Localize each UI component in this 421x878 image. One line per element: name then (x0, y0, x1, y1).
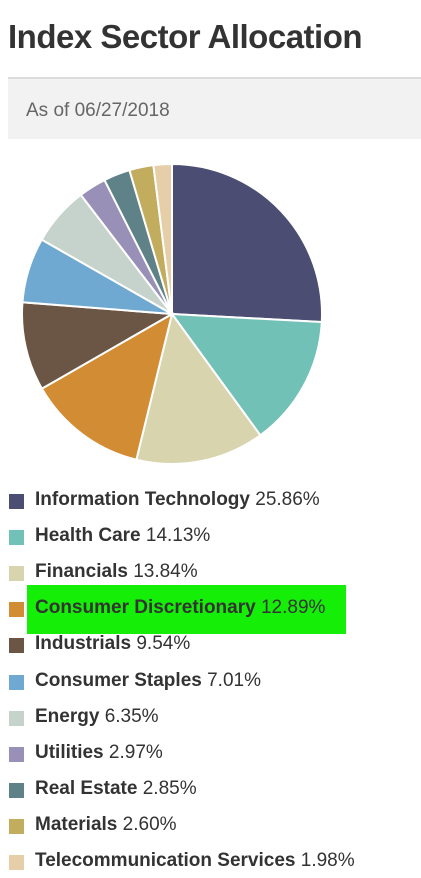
legend-label: Financials 13.84% (35, 561, 198, 583)
legend-item: Energy 6.35% (0, 703, 421, 733)
legend-label: Materials 2.60% (35, 814, 177, 836)
legend-swatch (9, 710, 24, 726)
legend-sector-name: Financials (35, 561, 128, 583)
legend-swatch (9, 674, 24, 690)
legend-sector-percent: 6.35% (99, 705, 159, 727)
legend-label: Real Estate 2.85% (35, 778, 197, 800)
legend-item: Industrials 9.54% (0, 630, 421, 660)
legend-swatch (9, 782, 24, 798)
legend-highlight (27, 585, 346, 634)
legend-label: Industrials 9.54% (35, 633, 190, 655)
legend-sector-name: Telecommunication Services (35, 850, 296, 871)
pie-slice-financials (135, 311, 262, 465)
pie-slice-health-care (169, 312, 323, 437)
legend-sector-name: Consumer Staples (35, 669, 202, 691)
legend-label: Health Care 14.13% (35, 525, 210, 547)
legend-swatch (9, 818, 24, 834)
legend-item: Information Technology 25.86% (0, 486, 421, 516)
pie-slice-telecommunication-services (152, 162, 173, 315)
legend-sector-name: Consumer Discretionary (35, 597, 256, 619)
legend-swatch (9, 566, 24, 582)
legend-sector-name: Utilities (35, 741, 104, 763)
legend-item: Financials 13.84% (0, 558, 421, 588)
legend-swatch (9, 602, 24, 618)
legend-sector-percent: 12.89% (255, 597, 326, 619)
sector-pie-chart (21, 162, 323, 465)
legend-sector-percent: 25.86% (249, 489, 320, 510)
legend-swatch (9, 638, 24, 654)
legend-sector-name: Information Technology (35, 489, 250, 510)
legend-item: Consumer Discretionary 12.89% (0, 594, 421, 624)
legend-sector-percent: 2.85% (137, 777, 197, 799)
legend-sector-name: Energy (35, 705, 100, 727)
legend-item: Telecommunication Services 1.98% (0, 847, 421, 877)
legend-item: Consumer Staples 7.01% (0, 667, 421, 697)
legend-swatch (9, 530, 24, 546)
legend-sector-percent: 14.13% (140, 525, 211, 547)
legend-label: Telecommunication Services 1.98% (35, 850, 355, 872)
legend-sector-percent: 2.60% (117, 813, 177, 835)
legend-sector-name: Industrials (35, 633, 132, 655)
legend-sector-percent: 7.01% (201, 669, 261, 691)
pie-slice-information-technology (171, 162, 323, 324)
page-title: Index Sector Allocation (8, 18, 363, 55)
legend-sector-name: Materials (35, 813, 118, 835)
legend-sector-percent: 2.97% (103, 741, 163, 763)
legend-sector-percent: 13.84% (127, 561, 198, 583)
legend-label: Utilities 2.97% (35, 742, 163, 764)
legend-label: Energy 6.35% (35, 706, 159, 728)
pie-slice-industrials (21, 301, 176, 391)
legend-swatch (9, 746, 24, 762)
legend-label: Consumer Discretionary 12.89% (35, 597, 325, 619)
legend-item: Materials 2.60% (0, 811, 421, 841)
as-of-date: As of 06/27/2018 (26, 100, 170, 121)
legend-sector-percent: 9.54% (131, 633, 191, 655)
legend-item: Health Care 14.13% (0, 522, 421, 552)
legend-item: Real Estate 2.85% (0, 775, 421, 805)
legend-sector-percent: 1.98% (295, 850, 355, 871)
legend-sector-name: Health Care (35, 525, 141, 547)
as-of-bar: As of 06/27/2018 (8, 77, 421, 139)
legend-swatch (9, 855, 24, 870)
legend-label: Information Technology 25.86% (35, 489, 320, 511)
legend-item: Utilities 2.97% (0, 739, 421, 769)
pie-slice-consumer-discretionary (40, 311, 174, 461)
legend-sector-name: Real Estate (35, 777, 138, 799)
legend-swatch (9, 494, 24, 509)
legend-label: Consumer Staples 7.01% (35, 670, 261, 692)
